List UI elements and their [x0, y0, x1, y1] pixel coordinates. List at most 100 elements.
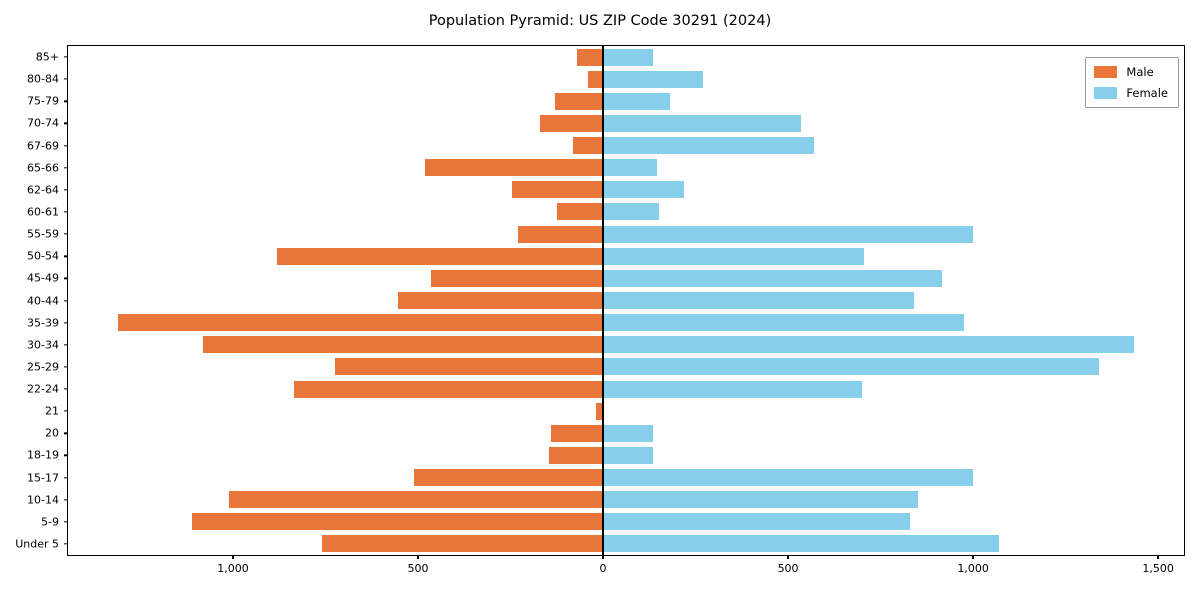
y-tick-mark — [64, 233, 68, 235]
y-tick-mark — [64, 277, 68, 280]
legend-label-male: Male — [1126, 65, 1154, 79]
plot-area: Male Female 85+ 80-84 75-79 70-74 67-69 65-66… — [15, 45, 1185, 575]
bar-female-55-59 — [603, 225, 974, 243]
y-axis-label-50-54: 50-54 — [27, 249, 59, 263]
bar-male-25-29 — [334, 358, 604, 376]
bar-female-80-84 — [603, 70, 703, 88]
y-tick-mark — [64, 100, 68, 102]
legend: Male Female — [1085, 57, 1179, 108]
bar-female-5-9 — [603, 513, 911, 531]
bar-male-65-66 — [425, 159, 604, 177]
bar-female-85- — [603, 48, 653, 66]
x-axis-label-1000: 1,000 — [957, 562, 989, 575]
x-axis-label-1500: 1,500 — [1142, 562, 1174, 575]
x-axis-label-1000: 1,000 — [217, 562, 249, 575]
x-tick-mark — [787, 555, 789, 559]
y-axis-label-30-34: 30-34 — [27, 338, 59, 352]
y-axis-label-40-44: 40-44 — [27, 294, 59, 307]
x-tick-mark — [1157, 555, 1159, 559]
bar-male-75-79 — [554, 92, 604, 110]
bar-male-80-84 — [588, 70, 604, 88]
y-axis-label-60-61: 60-61 — [27, 205, 59, 219]
y-axis-label-10-14: 10-14 — [27, 493, 59, 507]
legend-label-female: Female — [1126, 86, 1168, 100]
y-tick-mark — [64, 499, 68, 501]
y-axis-label-55-59: 55-59 — [27, 227, 59, 241]
bar-female-22-24 — [603, 380, 863, 398]
y-tick-mark — [64, 299, 68, 302]
bar-male-30-34 — [203, 336, 604, 354]
female-color-swatch — [1094, 87, 1118, 99]
x-tick-mark — [232, 555, 234, 559]
y-axis-label-18-19: 18-19 — [27, 448, 59, 462]
bar-female-67-69 — [603, 137, 814, 155]
y-tick-mark — [64, 255, 68, 257]
x-axis-label-500: 500 — [777, 562, 799, 575]
y-tick-mark — [64, 144, 68, 147]
x-tick-mark — [972, 555, 974, 559]
y-tick-mark — [64, 167, 68, 169]
y-tick-mark — [64, 476, 68, 479]
bar-male-55-59 — [517, 225, 604, 243]
bar-male-85- — [577, 48, 604, 66]
y-axis-label-20: 20 — [45, 426, 59, 440]
bar-male-20 — [551, 424, 604, 442]
bar-female-50-54 — [603, 247, 864, 265]
bar-female-70-74 — [603, 114, 801, 132]
y-axis-label-65-66: 65-66 — [27, 161, 59, 175]
y-tick-mark — [64, 543, 68, 545]
bar-female-under-5 — [603, 535, 999, 553]
bar-male-40-44 — [397, 292, 604, 309]
x-tick-mark — [417, 555, 419, 559]
bar-female-35-39 — [603, 314, 964, 332]
zero-axis-line — [602, 46, 604, 555]
y-axis-label-21: 21 — [45, 404, 59, 418]
bar-female-15-17 — [603, 469, 974, 487]
bar-female-30-34 — [603, 336, 1135, 354]
bar-male-45-49 — [430, 269, 604, 287]
bar-female-60-61 — [603, 203, 659, 221]
y-axis-label-5-9: 5-9 — [41, 515, 59, 529]
y-axis-label-45-49: 45-49 — [27, 271, 59, 285]
bar-male-5-9 — [192, 513, 604, 531]
bar-male-70-74 — [540, 114, 604, 132]
y-axis-label-under-5: Under 5 — [15, 537, 59, 551]
x-axis-label-500: 500 — [407, 562, 429, 575]
y-tick-mark — [64, 122, 68, 125]
bar-female-18-19 — [603, 446, 653, 464]
y-tick-mark — [64, 521, 68, 523]
y-tick-mark — [64, 321, 68, 324]
bar-female-25-29 — [603, 358, 1099, 376]
y-axis-label-70-74: 70-74 — [27, 116, 59, 130]
y-axis-label-85-: 85+ — [35, 50, 59, 64]
bar-male-21 — [595, 402, 604, 420]
bar-male-10-14 — [229, 491, 604, 509]
y-tick-mark — [64, 56, 68, 58]
x-axis-label-0: 0 — [599, 562, 607, 575]
chart-title: Population Pyramid: US ZIP Code 30291 (2… — [428, 13, 772, 29]
y-axis-label-75-79: 75-79 — [27, 94, 59, 108]
x-tick-mark — [602, 555, 604, 559]
bar-female-62-64 — [603, 181, 685, 199]
bar-male-67-69 — [573, 137, 604, 155]
y-tick-mark — [64, 366, 68, 368]
bar-male-62-64 — [512, 181, 604, 199]
legend-item-male: Male — [1094, 65, 1168, 79]
bar-female-75-79 — [603, 92, 670, 110]
y-axis-label-22-24: 22-24 — [27, 382, 59, 396]
bar-male-15-17 — [414, 469, 604, 487]
y-tick-mark — [64, 344, 68, 346]
y-tick-mark — [64, 432, 68, 434]
y-axis-label-15-17: 15-17 — [27, 471, 59, 485]
y-axis-label-35-39: 35-39 — [27, 316, 59, 330]
bar-male-50-54 — [277, 247, 604, 265]
y-tick-mark — [64, 388, 68, 390]
legend-item-female: Female — [1094, 86, 1168, 100]
male-color-swatch — [1094, 66, 1118, 78]
y-tick-mark — [64, 211, 68, 213]
y-tick-mark — [64, 454, 68, 457]
y-axis-label-67-69: 67-69 — [27, 139, 59, 153]
bar-male-35-39 — [118, 314, 604, 332]
bar-male-under-5 — [321, 535, 604, 553]
